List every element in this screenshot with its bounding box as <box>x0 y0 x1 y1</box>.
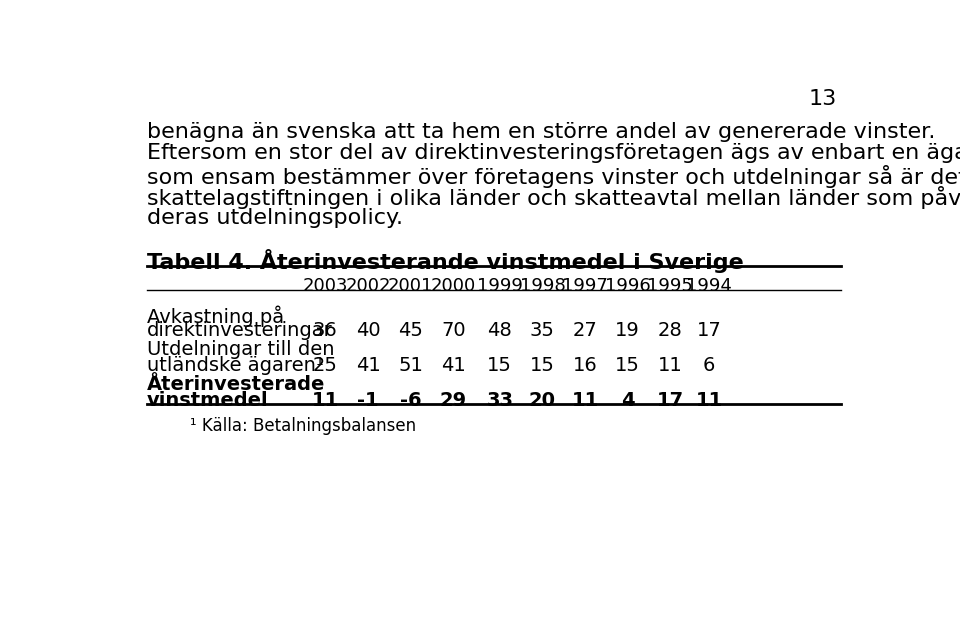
Text: ¹ Källa: Betalningsbalansen: ¹ Källa: Betalningsbalansen <box>190 418 416 436</box>
Text: 28: 28 <box>658 321 683 340</box>
Text: 19: 19 <box>615 321 640 340</box>
Text: 41: 41 <box>441 356 466 375</box>
Text: 20: 20 <box>529 391 556 410</box>
Text: 2003: 2003 <box>302 277 348 296</box>
Text: 29: 29 <box>440 391 467 410</box>
Text: 1995: 1995 <box>647 277 693 296</box>
Text: 2001: 2001 <box>388 277 433 296</box>
Text: deras utdelningspolicy.: deras utdelningspolicy. <box>147 208 403 228</box>
Text: 48: 48 <box>488 321 512 340</box>
Text: 15: 15 <box>488 356 513 375</box>
Text: Eftersom en stor del av direktinvesteringsföretagen ägs av enbart en ägare: Eftersom en stor del av direktinvesterin… <box>147 143 960 164</box>
Text: 45: 45 <box>398 321 423 340</box>
Text: Återinvesterade: Återinvesterade <box>147 375 325 394</box>
Text: -6: -6 <box>399 391 421 410</box>
Text: 2002: 2002 <box>346 277 391 296</box>
Text: som ensam bestämmer över företagens vinster och utdelningar så är det ofta: som ensam bestämmer över företagens vins… <box>147 165 960 188</box>
Text: 15: 15 <box>530 356 555 375</box>
Text: 6: 6 <box>703 356 715 375</box>
Text: 41: 41 <box>355 356 380 375</box>
Text: 15: 15 <box>615 356 640 375</box>
Text: vinstmedel: vinstmedel <box>147 391 269 410</box>
Text: 27: 27 <box>572 321 597 340</box>
Text: 1998: 1998 <box>519 277 565 296</box>
Text: 25: 25 <box>313 356 338 375</box>
Text: 36: 36 <box>313 321 338 340</box>
Text: skattelagstiftningen i olika länder och skatteavtal mellan länder som påverkar: skattelagstiftningen i olika länder och … <box>147 186 960 209</box>
Text: Tabell 4. Återinvesterande vinstmedel i Sverige: Tabell 4. Återinvesterande vinstmedel i … <box>147 249 744 273</box>
Text: 2000: 2000 <box>431 277 476 296</box>
Text: 13: 13 <box>808 89 837 109</box>
Text: 40: 40 <box>356 321 380 340</box>
Text: 4: 4 <box>621 391 635 410</box>
Text: 16: 16 <box>572 356 597 375</box>
Text: 1996: 1996 <box>605 277 651 296</box>
Text: 70: 70 <box>441 321 466 340</box>
Text: 1997: 1997 <box>562 277 608 296</box>
Text: utländske ägaren¹: utländske ägaren¹ <box>147 356 324 375</box>
Text: 11: 11 <box>658 356 683 375</box>
Text: Avkastning på: Avkastning på <box>147 306 284 327</box>
Text: benägna än svenska att ta hem en större andel av genererade vinster.: benägna än svenska att ta hem en större … <box>147 122 935 142</box>
Text: direktinvesteringar: direktinvesteringar <box>147 321 333 340</box>
Text: -1: -1 <box>357 391 379 410</box>
Text: 51: 51 <box>398 356 423 375</box>
Text: 17: 17 <box>657 391 684 410</box>
Text: 35: 35 <box>530 321 555 340</box>
Text: 17: 17 <box>697 321 721 340</box>
Text: Utdelningar till den: Utdelningar till den <box>147 341 335 360</box>
Text: 1999: 1999 <box>477 277 522 296</box>
Text: 11: 11 <box>571 391 599 410</box>
Text: 33: 33 <box>487 391 514 410</box>
Text: 11: 11 <box>695 391 723 410</box>
Text: 1994: 1994 <box>686 277 732 296</box>
Text: 11: 11 <box>312 391 339 410</box>
